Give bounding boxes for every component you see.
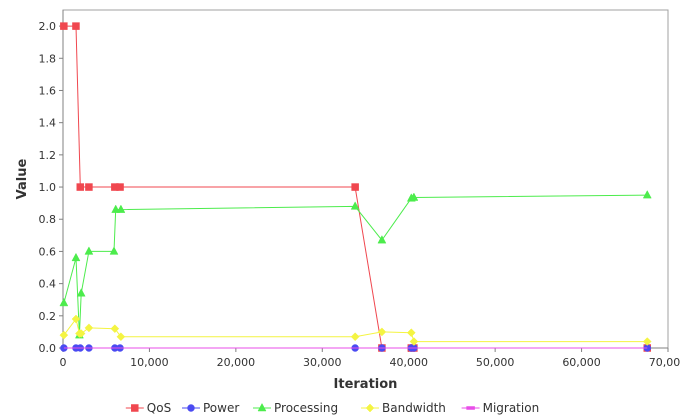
legend-marker-processing — [257, 402, 267, 412]
data-point-bandwidth — [71, 314, 81, 324]
y-tick-label: 1.8 — [39, 52, 57, 65]
x-tick-label: 50,000 — [476, 356, 515, 369]
legend-marker-bandwidth — [365, 403, 375, 413]
data-point-processing — [76, 288, 86, 297]
data-point-processing — [350, 201, 360, 210]
data-point-qos — [116, 183, 124, 191]
legend-item-qos: QoS — [125, 401, 171, 415]
y-axis: 0.0 0.2 0.4 0.6 0.8 1.0 1.2 1.4 1.6 1.8 2.0 — [39, 10, 64, 355]
legend-item-power: Power — [182, 401, 239, 415]
legend-item-bandwidth: Bandwidth — [361, 401, 446, 415]
series-layer — [59, 22, 652, 352]
y-tick-label: 2.0 — [39, 20, 57, 33]
x-tick-label: 10,000 — [130, 356, 169, 369]
data-point-bandwidth — [76, 329, 86, 338]
y-axis-title: Value — [15, 158, 30, 199]
x-tick-label: 70,000 — [649, 356, 680, 369]
data-point-processing — [109, 246, 119, 255]
x-tick-label: 40,000 — [389, 356, 428, 369]
data-point-qos — [85, 183, 93, 191]
data-point-processing — [59, 297, 69, 307]
y-tick-label: 0.6 — [39, 245, 57, 258]
legend-label-qos: QoS — [147, 401, 171, 415]
plot-frame — [62, 9, 669, 349]
data-point-processing — [71, 252, 81, 262]
data-point-qos — [60, 22, 68, 30]
legend-marker-qos — [131, 404, 139, 412]
x-tick-label: 60,000 — [562, 356, 601, 369]
legend-item-processing: Processing — [253, 401, 338, 415]
y-tick-label: 1.6 — [39, 84, 57, 97]
data-point-bandwidth — [642, 337, 652, 346]
series-bandwidth — [59, 314, 652, 346]
y-tick-label: 0.4 — [39, 278, 57, 291]
legend-label-migration: Migration — [483, 401, 540, 415]
legend-marker-migration — [466, 406, 475, 410]
data-point-bandwidth — [406, 328, 416, 338]
legend-marker-power — [187, 404, 195, 412]
data-point-bandwidth — [110, 324, 120, 334]
legend-label-bandwidth: Bandwidth — [382, 401, 446, 415]
y-tick-label: 1.4 — [39, 117, 57, 130]
data-point-qos — [76, 183, 85, 191]
data-point-bandwidth — [116, 332, 126, 342]
y-tick-label: 0.2 — [39, 310, 57, 323]
x-tick-label: 0 — [60, 356, 67, 369]
data-point-processing — [377, 235, 387, 244]
data-point-qos — [351, 183, 359, 191]
plot-area — [62, 9, 669, 349]
data-point-processing — [116, 204, 126, 213]
legend-label-processing: Processing — [274, 401, 338, 415]
y-tick-label: 1.0 — [39, 181, 57, 194]
data-point-bandwidth — [84, 323, 94, 333]
data-point-processing — [642, 190, 652, 199]
y-tick-label: 1.2 — [39, 149, 57, 162]
y-tick-label: 0.0 — [39, 342, 57, 355]
data-point-qos — [72, 22, 80, 30]
data-point-bandwidth — [59, 330, 69, 340]
legend-item-migration: Migration — [461, 401, 540, 415]
x-tick-label: 30,000 — [303, 356, 342, 369]
legend-label-power: Power — [203, 401, 239, 415]
x-axis-title: Iteration — [334, 377, 398, 392]
data-point-bandwidth — [377, 327, 387, 337]
x-axis: 0 10,000 20,000 30,000 40,000 50,000 60,000 70,… — [60, 347, 680, 369]
data-point-bandwidth — [350, 332, 360, 342]
data-point-processing — [409, 192, 419, 201]
legend: QoS Power Processing Bandwidth Migration — [125, 401, 540, 415]
data-point-bandwidth — [409, 337, 419, 346]
data-point-processing — [84, 246, 94, 255]
x-tick-label: 20,000 — [217, 356, 256, 369]
y-tick-label: 0.8 — [39, 213, 57, 226]
